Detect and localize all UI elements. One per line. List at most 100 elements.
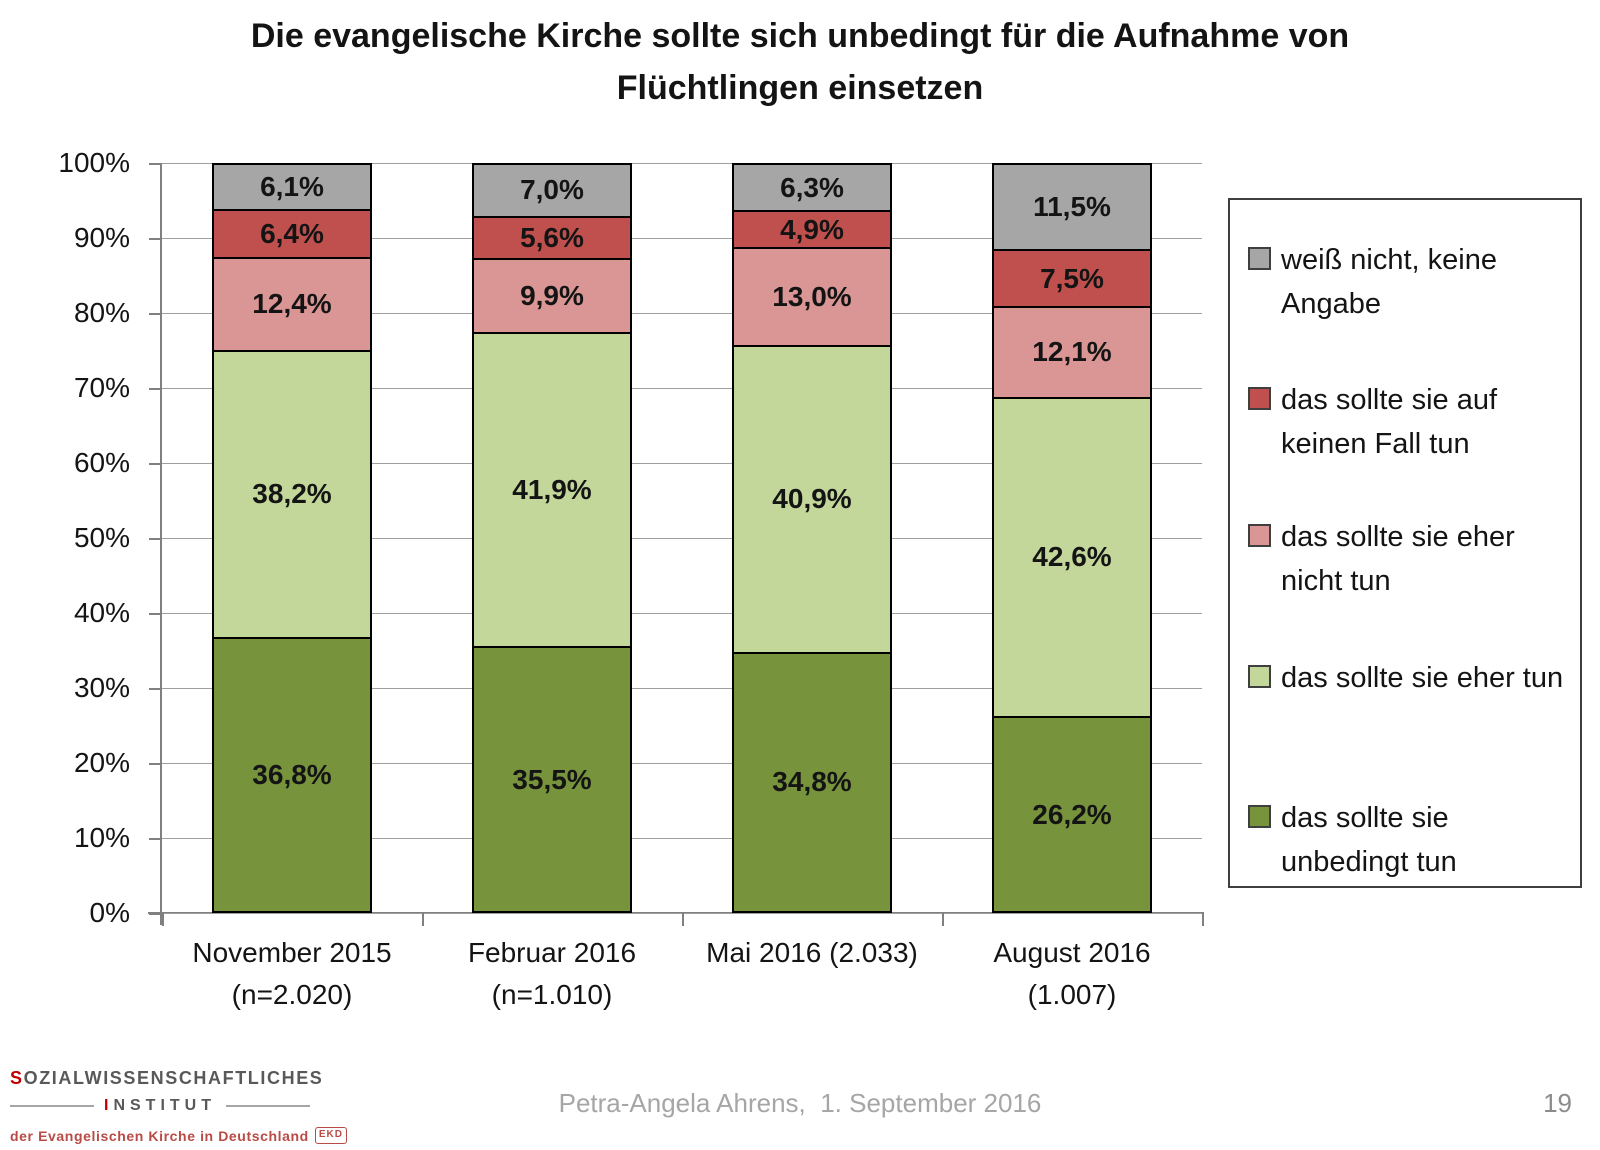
x-axis-tick bbox=[422, 913, 424, 926]
legend-swatch bbox=[1248, 247, 1271, 270]
legend-label: das sollte sie auf keinen Fall tun bbox=[1281, 378, 1497, 466]
y-axis bbox=[160, 163, 162, 925]
bar-segment-label: 11,5% bbox=[1033, 191, 1111, 223]
y-axis-label: 20% bbox=[73, 747, 130, 778]
y-axis-tick bbox=[149, 538, 162, 540]
bar-segment: 11,5% bbox=[992, 163, 1152, 250]
logo-line3: der Evangelischen Kirche in Deutschland bbox=[10, 1127, 309, 1144]
stacked-bar-1: 36,8% 38,2% 12,4% 6,4% 6,1% bbox=[212, 163, 372, 913]
ekd-logo-icon: EKD bbox=[314, 1127, 347, 1144]
legend-item: weiß nicht, keine Angabe bbox=[1248, 238, 1574, 326]
y-axis-tick bbox=[149, 388, 162, 390]
legend-label: das sollte sie eher nicht tun bbox=[1281, 515, 1515, 603]
legend-swatch bbox=[1248, 665, 1271, 688]
category-label: Mai 2016 (2.033) bbox=[652, 932, 972, 974]
y-axis-label: 0% bbox=[89, 897, 130, 928]
bar-segment: 13,0% bbox=[732, 247, 892, 345]
y-axis-tick bbox=[149, 238, 162, 240]
gridline bbox=[162, 163, 1202, 164]
legend-swatch bbox=[1248, 387, 1271, 410]
category-label-line: (n=2.020) bbox=[231, 979, 353, 1010]
bar-segment: 34,8% bbox=[732, 651, 892, 913]
chart-title-line1: Die evangelische Kirche sollte sich unbe… bbox=[250, 17, 1350, 55]
bar-segment-label: 7,5% bbox=[1040, 262, 1104, 294]
chart-title-line2: Flüchtlingen einsetzen bbox=[616, 69, 984, 107]
bar-segment: 6,4% bbox=[212, 208, 372, 257]
bar-segment: 12,4% bbox=[212, 256, 372, 350]
bar-segment: 38,2% bbox=[212, 349, 372, 637]
page-number: 19 bbox=[1543, 1088, 1572, 1118]
bar-segment-label: 7,0% bbox=[520, 174, 584, 206]
stacked-bar-2: 35,5% 41,9% 9,9% 5,6% 7,0% bbox=[472, 163, 632, 913]
gridline bbox=[162, 238, 1202, 239]
gridline bbox=[162, 538, 1202, 539]
logo-line2-row: INSTITUT bbox=[10, 1097, 310, 1115]
legend-item: das sollte sie unbedingt tun bbox=[1248, 796, 1574, 884]
legend-label: weiß nicht, keine Angabe bbox=[1281, 238, 1497, 326]
attribution: Petra-Angela Ahrens, 1. September 2016 bbox=[558, 1088, 1042, 1118]
bar-segment: 12,1% bbox=[992, 305, 1152, 397]
chart-title: Die evangelische Kirche sollte sich unbe… bbox=[175, 10, 1425, 114]
y-axis-label: 70% bbox=[73, 372, 130, 403]
legend-label-line: das sollte sie auf bbox=[1281, 384, 1498, 416]
bar-segment-label: 12,4% bbox=[252, 288, 332, 320]
gridline bbox=[162, 838, 1202, 839]
legend-label-line: Angabe bbox=[1281, 288, 1381, 320]
y-axis-label: 30% bbox=[73, 672, 130, 703]
category-label: November 2015 (n=2.020) bbox=[132, 932, 452, 1016]
gridline bbox=[162, 313, 1202, 314]
category-label-line: (n=1.010) bbox=[491, 979, 613, 1010]
y-axis-tick bbox=[149, 913, 162, 915]
legend: weiß nicht, keine Angabe das sollte sie au… bbox=[1228, 198, 1582, 888]
y-axis-label: 100% bbox=[58, 147, 130, 178]
legend-swatch bbox=[1248, 805, 1271, 828]
bar-segment-label: 34,8% bbox=[772, 766, 852, 798]
bar-segment-label: 12,1% bbox=[1032, 336, 1112, 368]
category-label-line: August 2016 bbox=[993, 937, 1151, 968]
bar-segment: 40,9% bbox=[732, 344, 892, 652]
bar-segment: 35,5% bbox=[472, 646, 632, 913]
y-axis-tick bbox=[149, 463, 162, 465]
legend-label-line: das sollte sie bbox=[1281, 802, 1449, 834]
logo-rule-left bbox=[10, 1105, 94, 1107]
x-axis-tick bbox=[1202, 913, 1204, 926]
y-axis-tick bbox=[149, 313, 162, 315]
bar-segment: 36,8% bbox=[212, 636, 372, 913]
bar-segment: 6,3% bbox=[732, 163, 892, 211]
x-axis-tick bbox=[942, 913, 944, 926]
y-axis-tick bbox=[149, 163, 162, 165]
category-label-line: Februar 2016 bbox=[467, 937, 637, 968]
y-axis-label: 10% bbox=[73, 822, 130, 853]
legend-label-line: unbedingt tun bbox=[1281, 846, 1457, 878]
legend-label-line: nicht tun bbox=[1281, 565, 1391, 597]
bar-segment-label: 36,8% bbox=[252, 758, 332, 790]
legend-label-line: das sollte sie eher bbox=[1281, 521, 1515, 553]
bar-segment: 4,9% bbox=[732, 210, 892, 248]
x-axis-tick bbox=[682, 913, 684, 926]
bar-segment-label: 4,9% bbox=[780, 213, 844, 245]
bar-segment-label: 5,6% bbox=[520, 221, 584, 253]
bar-segment-label: 40,9% bbox=[772, 483, 852, 515]
legend-item: das sollte sie auf keinen Fall tun bbox=[1248, 378, 1574, 466]
bar-segment: 9,9% bbox=[472, 257, 632, 332]
bar-segment-label: 9,9% bbox=[520, 279, 584, 311]
bar-segment: 5,6% bbox=[472, 215, 632, 258]
bar-segment-label: 41,9% bbox=[512, 474, 592, 506]
logo-line2: INSTITUT bbox=[104, 1097, 216, 1114]
y-axis-label: 60% bbox=[73, 447, 130, 478]
category-label-line: November 2015 bbox=[192, 937, 392, 968]
gridline bbox=[162, 613, 1202, 614]
y-axis-label: 50% bbox=[73, 522, 130, 553]
category-label: August 2016 (1.007) bbox=[912, 932, 1232, 1016]
y-axis-label: 90% bbox=[73, 222, 130, 253]
y-axis-tick bbox=[149, 838, 162, 840]
bar-segment-label: 13,0% bbox=[772, 280, 852, 312]
bar-segment-label: 35,5% bbox=[512, 763, 592, 795]
legend-label-line: keinen Fall tun bbox=[1281, 428, 1470, 460]
y-axis-tick bbox=[149, 763, 162, 765]
bar-segment: 7,5% bbox=[992, 249, 1152, 306]
y-axis-tick bbox=[149, 688, 162, 690]
bar-segment-label: 6,1% bbox=[260, 170, 324, 202]
bar-segment-label: 26,2% bbox=[1032, 798, 1112, 830]
bar-segment-label: 6,3% bbox=[780, 171, 844, 203]
